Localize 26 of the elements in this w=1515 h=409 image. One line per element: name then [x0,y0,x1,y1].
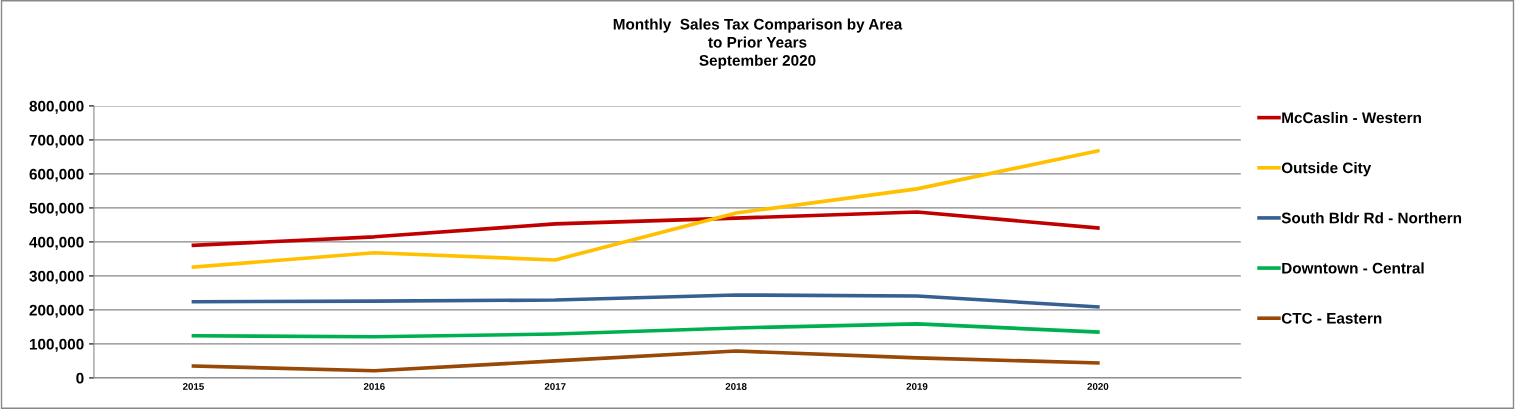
line-series [191,322,1100,339]
y-tick-label: 200,000 [29,304,84,318]
x-tick-label: 2016 [363,383,385,390]
legend-label: McCaslin - Western [1282,111,1421,124]
x-tick-label: 2015 [182,383,204,390]
y-tick-label: 500,000 [29,202,84,216]
y-tick-label: 300,000 [29,270,84,284]
legend-label: CTC - Eastern [1281,312,1382,324]
legend-label: Downtown - Central [1282,262,1424,274]
line-series [191,293,1100,309]
line-series [191,149,1100,269]
x-tick-label: 2018 [725,383,747,390]
y-tick-label: 0 [76,372,84,384]
y-tick-label: 400,000 [29,236,84,250]
legend-label: Outside City [1281,162,1372,177]
x-tick-label: 2020 [1087,383,1109,390]
y-tick-label: 100,000 [29,338,84,352]
chart-title: Monthly Sales Tax Comparison by Area to Prior Years September 2020 [613,18,903,69]
y-tick-label: 600,000 [29,168,84,182]
x-tick-label: 2019 [906,383,928,390]
y-tick-label: 800,000 [29,100,84,114]
legend-label: South Bldr Rd - Northern [1281,212,1462,224]
x-tick-label: 2017 [544,383,566,390]
y-tick-label: 700,000 [29,134,84,148]
line-series [191,210,1100,248]
line-series [191,349,1100,373]
